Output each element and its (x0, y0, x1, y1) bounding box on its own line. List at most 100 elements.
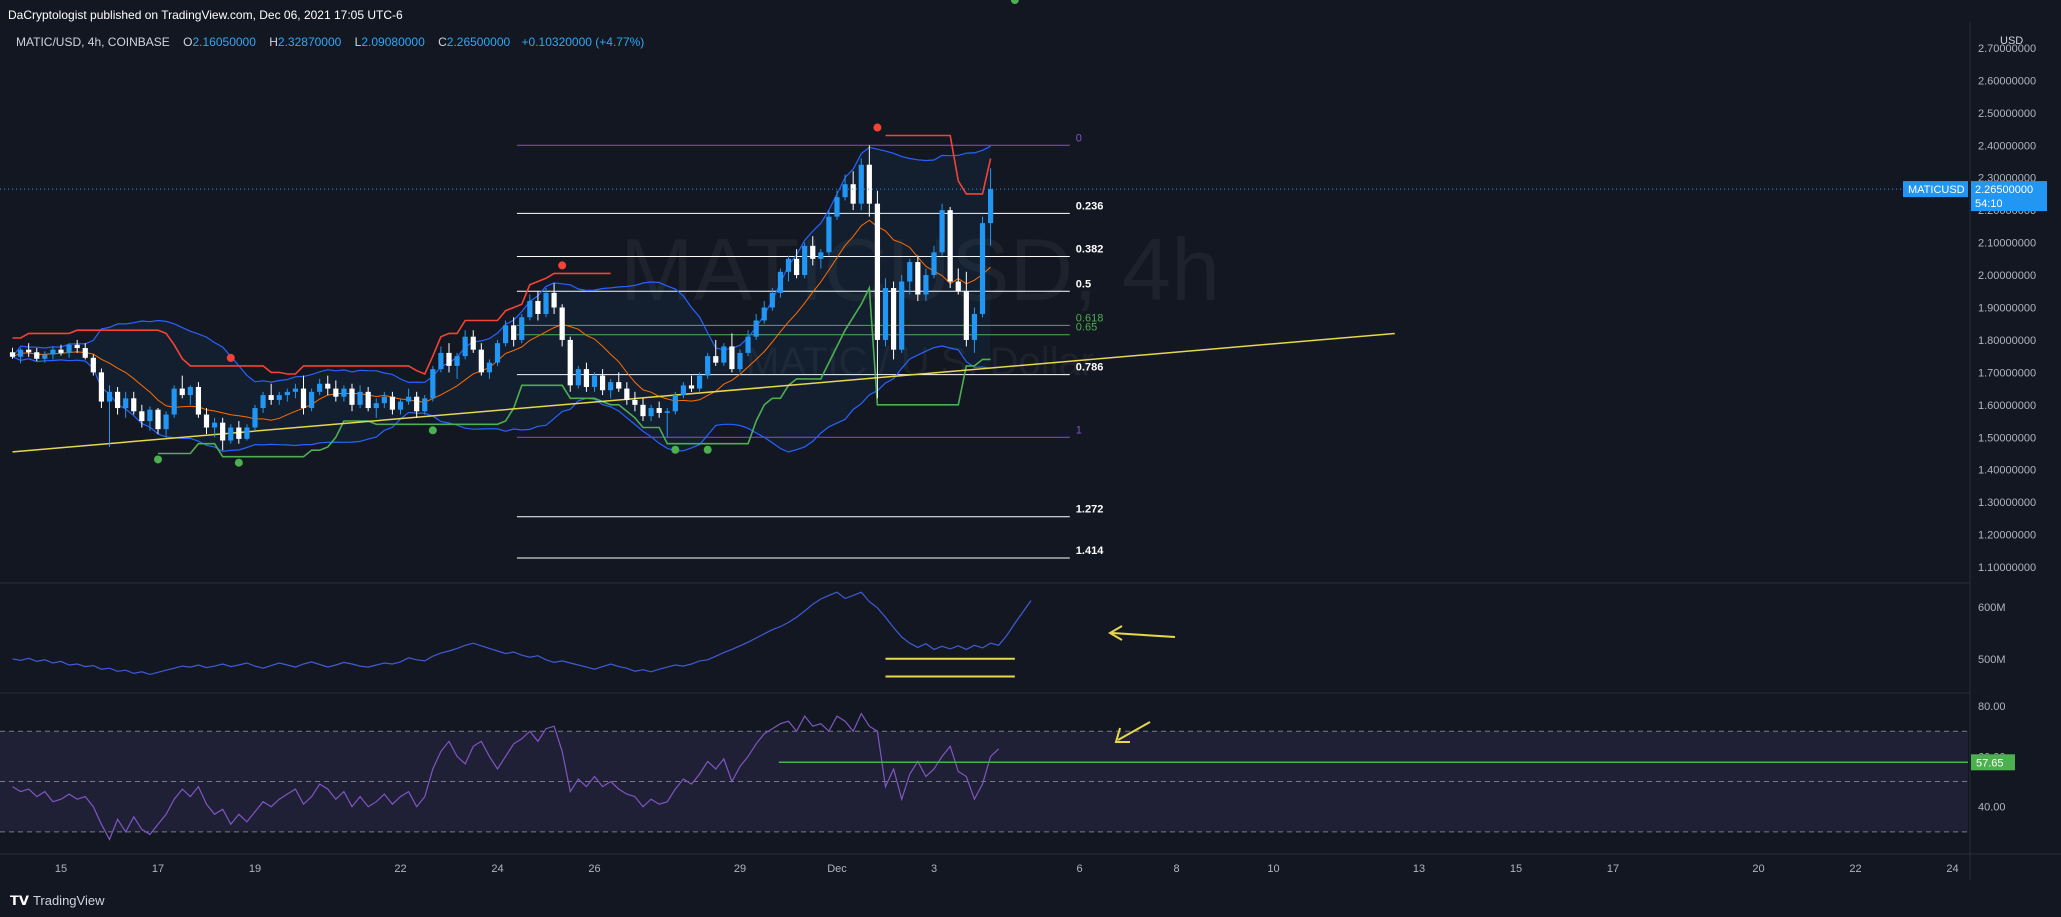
candle-body (955, 281, 961, 292)
bollinger-upper-line (12, 145, 991, 384)
candle-body (535, 301, 541, 314)
open-value: 2.16050000 (192, 35, 256, 49)
candle-body (462, 336, 468, 357)
candle-body (106, 391, 113, 402)
candle-body (599, 375, 606, 391)
price-axis-label: 1.40000000 (1978, 465, 2036, 477)
fib-level-label: 1.272 (1076, 504, 1104, 516)
time-axis-label: 24 (1946, 863, 1958, 875)
change-value: +0.10320000 (+4.77%) (521, 35, 645, 49)
footer-brand[interactable]: 𝗧𝗩 TradingView (10, 893, 104, 909)
publisher-text: DaCryptologist published on TradingView.… (8, 8, 403, 22)
price-tag-timer: 54:10 (1975, 198, 2003, 210)
time-axis-label: 6 (1076, 863, 1082, 875)
price-axis-label: 2.70000000 (1978, 43, 2036, 55)
price-tag-value-bg (1971, 181, 2047, 212)
signal-sell-dot (558, 261, 567, 270)
time-axis-label: 20 (1752, 863, 1764, 875)
fib-level-label: 0.5 (1076, 278, 1091, 290)
price-tag-value: 2.26500000 (1975, 184, 2033, 196)
candle-body (656, 408, 662, 413)
time-axis-label: 17 (1607, 863, 1619, 875)
candle-body (987, 189, 994, 224)
candle-body (899, 281, 905, 350)
candle-body (236, 427, 242, 439)
candle-body (680, 385, 687, 396)
time-axis-label: 13 (1413, 863, 1425, 875)
rsi-value-tag: 57.65 (1976, 757, 2004, 769)
candle-body (850, 184, 856, 204)
candle-body (82, 348, 88, 358)
rsi-band-layer (0, 730, 1968, 833)
time-axis-label: Dec (827, 863, 847, 875)
candle-body (769, 292, 775, 308)
trendline-layer[interactable] (12, 332, 1395, 453)
candle-body (446, 352, 452, 366)
candle-body (979, 223, 986, 314)
signal-buy-dot (671, 445, 680, 454)
time-axis-label: 15 (55, 863, 67, 875)
candle-body (284, 391, 290, 396)
volume-axis-label: 600M (1978, 602, 2006, 614)
fib-level-label: 0.618 (1076, 312, 1104, 324)
candle-body (947, 210, 953, 282)
annotation-arrowhead-volume (1108, 625, 1123, 641)
candle-body (971, 313, 978, 340)
fib-level-label: 1.414 (1076, 545, 1104, 557)
watermark-sub: MATIC / U.S. Dollar (746, 340, 1094, 384)
candle-body (583, 369, 590, 387)
bollinger-fill (12, 146, 991, 452)
signal-buy-dot (234, 458, 243, 467)
volume-pane (12, 591, 1176, 678)
candle-body (260, 395, 266, 409)
candle-body (333, 388, 339, 397)
price-axis-label: 1.50000000 (1978, 432, 2036, 444)
candle-body (688, 385, 695, 389)
annotation-arrow-volume (1111, 632, 1176, 638)
candle-body (187, 386, 193, 396)
candle-body (882, 288, 889, 340)
candle-body (98, 372, 105, 402)
candle-body (478, 349, 484, 373)
signal-buy-dot (703, 445, 712, 454)
candle-body (405, 396, 412, 402)
time-axis-label: 3 (931, 863, 937, 875)
rsi-axis-label: 80.00 (1978, 701, 2006, 713)
candle-body (195, 386, 202, 415)
symbol-info[interactable]: MATIC/USD, 4h, COINBASE (16, 35, 170, 49)
candle-body (147, 409, 153, 422)
candle-body (42, 354, 48, 359)
candle-body (438, 352, 444, 370)
candle-body (543, 292, 549, 314)
candle-body (519, 317, 525, 340)
price-axis-label: 2.00000000 (1978, 270, 2036, 282)
time-axis-label: 17 (152, 863, 164, 875)
candle-body (640, 404, 646, 417)
candle-body (874, 203, 881, 340)
candle-body (907, 262, 913, 282)
price-axis-label: 2.60000000 (1978, 75, 2036, 87)
candle-body (34, 352, 40, 359)
ascending-trendline[interactable] (12, 332, 1395, 453)
candle-body (802, 245, 808, 276)
candle-body (90, 357, 96, 373)
candle-body (939, 210, 945, 253)
publisher-bar: DaCryptologist published on TradingView.… (0, 0, 2061, 30)
candle-body (341, 388, 347, 397)
candle-body (317, 383, 323, 392)
candle-body (228, 427, 234, 441)
candle-body (777, 271, 784, 293)
candle-body (608, 382, 614, 391)
candle-body (915, 262, 921, 295)
candle-body (163, 414, 169, 430)
time-axis-label: 10 (1267, 863, 1279, 875)
supertrend-down-line (12, 272, 611, 376)
candle-body (511, 325, 517, 340)
candle-body (252, 408, 258, 428)
candle-body (349, 388, 355, 405)
candle-body (292, 388, 299, 392)
currency-label[interactable]: USD (2000, 35, 2024, 47)
symbol-header: MATIC/USD, 4h, COINBASE O2.16050000 H2.3… (16, 35, 644, 49)
